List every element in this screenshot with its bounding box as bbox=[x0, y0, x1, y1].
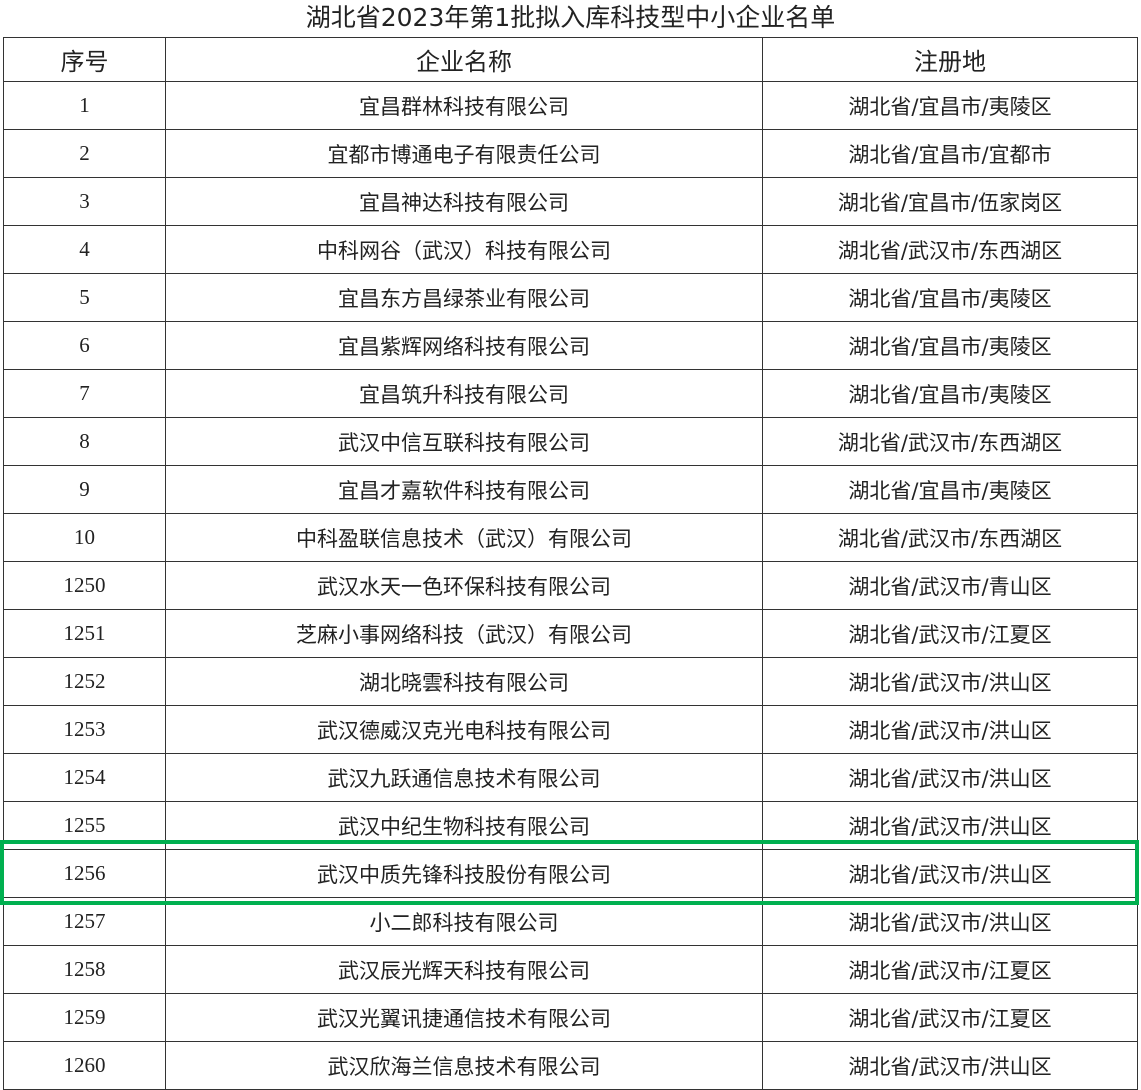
table-row: 2 宜都市博通电子有限责任公司 湖北省/宜昌市/宜都市 bbox=[3, 129, 1138, 178]
company-name: 武汉九跃通信息技术有限公司 bbox=[165, 753, 763, 802]
table-row: 1251 芝麻小事网络科技（武汉）有限公司 湖北省/武汉市/江夏区 bbox=[3, 609, 1138, 658]
table-row: 3 宜昌神达科技有限公司 湖北省/宜昌市/伍家岗区 bbox=[3, 177, 1138, 226]
table-row: 1257 小二郎科技有限公司 湖北省/武汉市/洪山区 bbox=[3, 897, 1138, 946]
row-index: 6 bbox=[3, 321, 166, 370]
row-index: 8 bbox=[3, 417, 166, 466]
registered-location: 湖北省/武汉市/青山区 bbox=[762, 561, 1138, 610]
row-index: 1254 bbox=[3, 753, 166, 802]
registered-location: 湖北省/宜昌市/夷陵区 bbox=[762, 369, 1138, 418]
table-row: 1259 武汉光翼讯捷通信技术有限公司 湖北省/武汉市/江夏区 bbox=[3, 993, 1138, 1042]
header-company-name: 企业名称 bbox=[165, 37, 763, 82]
company-name: 武汉光翼讯捷通信技术有限公司 bbox=[165, 993, 763, 1042]
registered-location: 湖北省/宜昌市/伍家岗区 bbox=[762, 177, 1138, 226]
table-row: 1253 武汉德威汉克光电科技有限公司 湖北省/武汉市/洪山区 bbox=[3, 705, 1138, 754]
company-name: 武汉水天一色环保科技有限公司 bbox=[165, 561, 763, 610]
row-index: 1256 bbox=[3, 849, 166, 898]
registered-location: 湖北省/武汉市/东西湖区 bbox=[762, 417, 1138, 466]
company-name: 中科盈联信息技术（武汉）有限公司 bbox=[165, 513, 763, 562]
table-row: 1255 武汉中纪生物科技有限公司 湖北省/武汉市/洪山区 bbox=[3, 801, 1138, 850]
registered-location: 湖北省/武汉市/江夏区 bbox=[762, 609, 1138, 658]
company-name: 湖北晓雲科技有限公司 bbox=[165, 657, 763, 706]
company-name: 宜昌神达科技有限公司 bbox=[165, 177, 763, 226]
registered-location: 湖北省/武汉市/洪山区 bbox=[762, 849, 1138, 898]
registered-location: 湖北省/武汉市/洪山区 bbox=[762, 705, 1138, 754]
company-name: 宜昌群林科技有限公司 bbox=[165, 81, 763, 130]
company-name: 武汉中质先锋科技股份有限公司 bbox=[165, 849, 763, 898]
table-row: 4 中科网谷（武汉）科技有限公司 湖北省/武汉市/东西湖区 bbox=[3, 225, 1138, 274]
row-index: 4 bbox=[3, 225, 166, 274]
row-index: 2 bbox=[3, 129, 166, 178]
company-name: 宜昌才嘉软件科技有限公司 bbox=[165, 465, 763, 514]
row-index: 7 bbox=[3, 369, 166, 418]
registered-location: 湖北省/宜昌市/夷陵区 bbox=[762, 465, 1138, 514]
table-row: 1252 湖北晓雲科技有限公司 湖北省/武汉市/洪山区 bbox=[3, 657, 1138, 706]
company-name: 武汉中纪生物科技有限公司 bbox=[165, 801, 763, 850]
row-index: 5 bbox=[3, 273, 166, 322]
table-row: 1254 武汉九跃通信息技术有限公司 湖北省/武汉市/洪山区 bbox=[3, 753, 1138, 802]
row-index: 1251 bbox=[3, 609, 166, 658]
registered-location: 湖北省/武汉市/洪山区 bbox=[762, 657, 1138, 706]
row-index: 1250 bbox=[3, 561, 166, 610]
company-name: 武汉德威汉克光电科技有限公司 bbox=[165, 705, 763, 754]
table-row: 6 宜昌紫辉网络科技有限公司 湖北省/宜昌市/夷陵区 bbox=[3, 321, 1138, 370]
row-index: 3 bbox=[3, 177, 166, 226]
registered-location: 湖北省/武汉市/东西湖区 bbox=[762, 225, 1138, 274]
row-index: 1259 bbox=[3, 993, 166, 1042]
document-title: 湖北省2023年第1批拟入库科技型中小企业名单 bbox=[305, 3, 836, 32]
registered-location: 湖北省/宜昌市/夷陵区 bbox=[762, 273, 1138, 322]
registered-location: 湖北省/武汉市/洪山区 bbox=[762, 801, 1138, 850]
table-row: 10 中科盈联信息技术（武汉）有限公司 湖北省/武汉市/东西湖区 bbox=[3, 513, 1138, 562]
row-index: 9 bbox=[3, 465, 166, 514]
table-row: 1258 武汉辰光辉天科技有限公司 湖北省/武汉市/江夏区 bbox=[3, 945, 1138, 994]
table-row: 5 宜昌东方昌绿茶业有限公司 湖北省/宜昌市/夷陵区 bbox=[3, 273, 1138, 322]
company-table: 序号 企业名称 注册地 1 宜昌群林科技有限公司 湖北省/宜昌市/夷陵区 2 宜都市博通… bbox=[3, 37, 1138, 1090]
company-name: 芝麻小事网络科技（武汉）有限公司 bbox=[165, 609, 763, 658]
registered-location: 湖北省/武汉市/洪山区 bbox=[762, 897, 1138, 946]
company-name: 宜都市博通电子有限责任公司 bbox=[165, 129, 763, 178]
table-row: 9 宜昌才嘉软件科技有限公司 湖北省/宜昌市/夷陵区 bbox=[3, 465, 1138, 514]
company-name: 武汉欣海兰信息技术有限公司 bbox=[165, 1041, 763, 1090]
company-name: 武汉中信互联科技有限公司 bbox=[165, 417, 763, 466]
header-index: 序号 bbox=[3, 37, 166, 82]
table-row: 1256 武汉中质先锋科技股份有限公司 湖北省/武汉市/洪山区 bbox=[3, 849, 1138, 898]
table-row: 1260 武汉欣海兰信息技术有限公司 湖北省/武汉市/洪山区 bbox=[3, 1041, 1138, 1090]
registered-location: 湖北省/武汉市/江夏区 bbox=[762, 993, 1138, 1042]
registered-location: 湖北省/武汉市/洪山区 bbox=[762, 1041, 1138, 1090]
company-name: 宜昌筑升科技有限公司 bbox=[165, 369, 763, 418]
table-header-row: 序号 企业名称 注册地 bbox=[3, 37, 1138, 82]
table-row: 8 武汉中信互联科技有限公司 湖北省/武汉市/东西湖区 bbox=[3, 417, 1138, 466]
registered-location: 湖北省/武汉市/东西湖区 bbox=[762, 513, 1138, 562]
company-name: 宜昌紫辉网络科技有限公司 bbox=[165, 321, 763, 370]
header-registered-location: 注册地 bbox=[762, 37, 1138, 82]
registered-location: 湖北省/宜昌市/夷陵区 bbox=[762, 321, 1138, 370]
row-index: 1252 bbox=[3, 657, 166, 706]
row-index: 1258 bbox=[3, 945, 166, 994]
registered-location: 湖北省/宜昌市/夷陵区 bbox=[762, 81, 1138, 130]
registered-location: 湖北省/宜昌市/宜都市 bbox=[762, 129, 1138, 178]
row-index: 1 bbox=[3, 81, 166, 130]
row-index: 10 bbox=[3, 513, 166, 562]
company-name: 小二郎科技有限公司 bbox=[165, 897, 763, 946]
table-row: 7 宜昌筑升科技有限公司 湖北省/宜昌市/夷陵区 bbox=[3, 369, 1138, 418]
row-index: 1257 bbox=[3, 897, 166, 946]
company-name: 宜昌东方昌绿茶业有限公司 bbox=[165, 273, 763, 322]
registered-location: 湖北省/武汉市/江夏区 bbox=[762, 945, 1138, 994]
company-name: 武汉辰光辉天科技有限公司 bbox=[165, 945, 763, 994]
row-index: 1253 bbox=[3, 705, 166, 754]
registered-location: 湖北省/武汉市/洪山区 bbox=[762, 753, 1138, 802]
table-row: 1 宜昌群林科技有限公司 湖北省/宜昌市/夷陵区 bbox=[3, 81, 1138, 130]
row-index: 1255 bbox=[3, 801, 166, 850]
table-row: 1250 武汉水天一色环保科技有限公司 湖北省/武汉市/青山区 bbox=[3, 561, 1138, 610]
company-name: 中科网谷（武汉）科技有限公司 bbox=[165, 225, 763, 274]
row-index: 1260 bbox=[3, 1041, 166, 1090]
